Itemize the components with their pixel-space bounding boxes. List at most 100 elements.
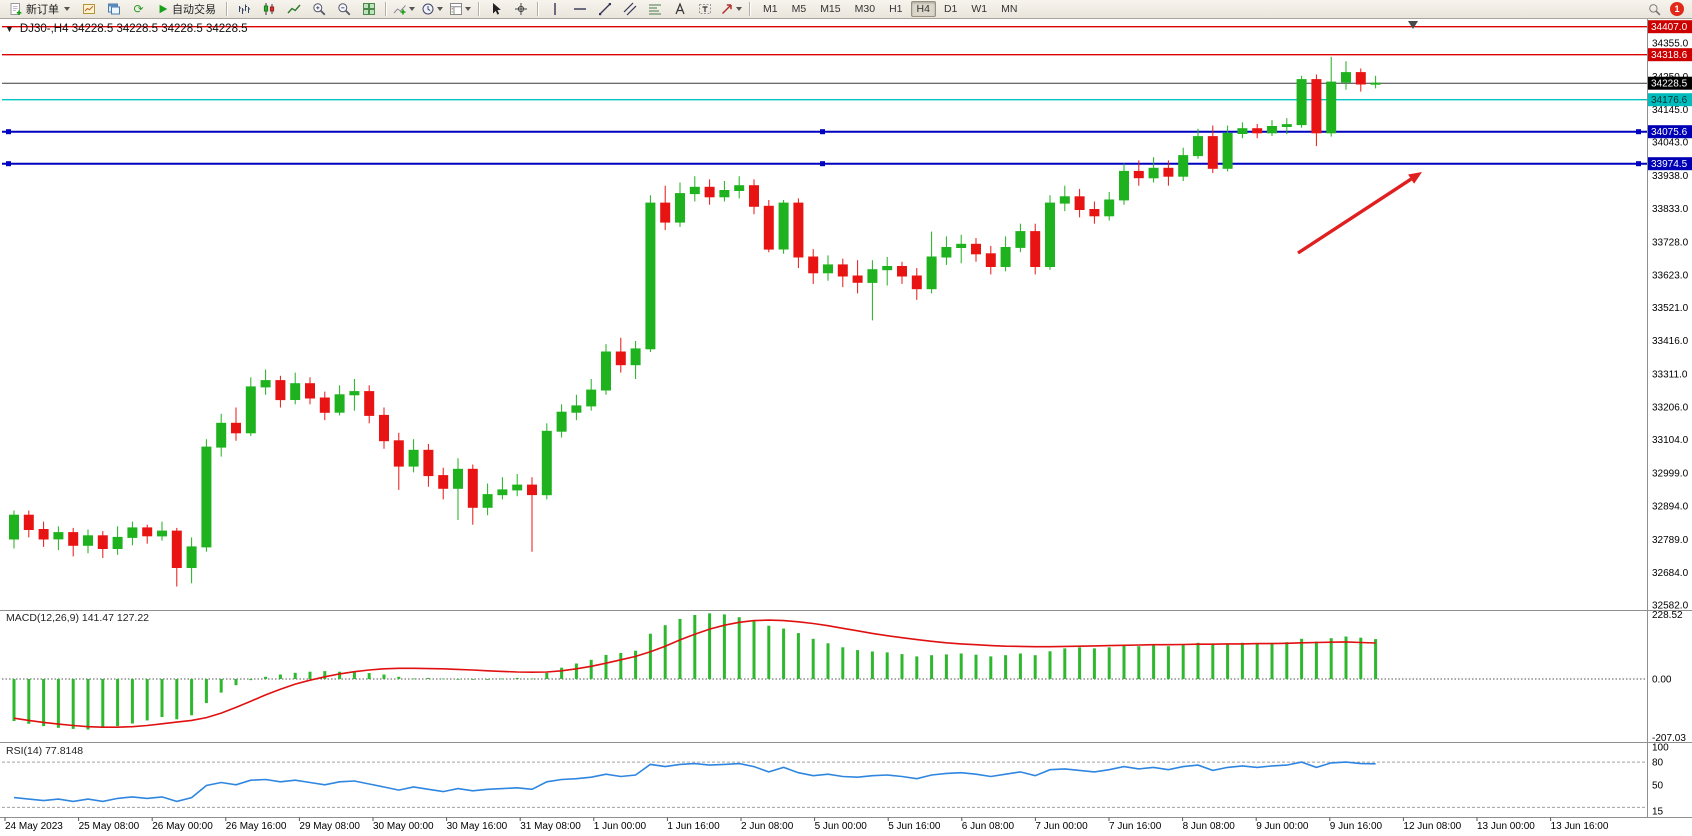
toolbar-separator bbox=[385, 2, 386, 16]
svg-text:33521.0: 33521.0 bbox=[1652, 303, 1689, 314]
svg-text:26 May 00:00: 26 May 00:00 bbox=[152, 821, 213, 832]
fibonacci-icon bbox=[648, 4, 661, 15]
price-axis[interactable]: 34355.034250.034145.034043.033938.033833… bbox=[1652, 39, 1689, 612]
refresh-button[interactable]: ⟳ bbox=[127, 0, 150, 19]
indicators-button[interactable] bbox=[391, 0, 417, 19]
svg-text:33416.0: 33416.0 bbox=[1652, 336, 1689, 347]
svg-text:25 May 08:00: 25 May 08:00 bbox=[79, 821, 140, 832]
templates-icon bbox=[450, 3, 462, 15]
svg-text:5 Jun 16:00: 5 Jun 16:00 bbox=[888, 821, 941, 832]
new-order-button[interactable]: 新订单 bbox=[4, 0, 75, 19]
arrow-annotation[interactable] bbox=[1297, 172, 1422, 255]
symbol-info: ▼ DJ30-,H4 34228.5 34228.5 34228.5 34228… bbox=[5, 23, 248, 35]
rsi-axis[interactable]: 100 80 50 15 bbox=[1652, 743, 1669, 818]
search-icon bbox=[1649, 3, 1661, 15]
chevron-down-icon bbox=[64, 7, 70, 11]
toolbar-separator bbox=[478, 2, 479, 16]
svg-text:33104.0: 33104.0 bbox=[1652, 435, 1689, 446]
timeframe-m1[interactable]: M1 bbox=[763, 3, 778, 15]
hline-price-tag bbox=[1648, 20, 1692, 34]
svg-text:12 Jun 08:00: 12 Jun 08:00 bbox=[1403, 821, 1461, 832]
timeframe-mn[interactable]: MN bbox=[1001, 3, 1018, 15]
trendline-tool[interactable] bbox=[593, 0, 616, 19]
tile-windows-button[interactable] bbox=[357, 0, 380, 19]
vertical-line-tool[interactable] bbox=[543, 0, 566, 19]
timeframe-h1[interactable]: H1 bbox=[889, 3, 903, 15]
svg-text:34145.0: 34145.0 bbox=[1652, 105, 1689, 116]
periods-button[interactable] bbox=[419, 0, 445, 19]
time-axis[interactable]: 24 May 2023 25 May 08:00 26 May 00:00 26 Ma… bbox=[4, 817, 1609, 833]
cursor-button[interactable] bbox=[484, 0, 507, 19]
svg-text:8 Jun 08:00: 8 Jun 08:00 bbox=[1183, 821, 1236, 832]
timeframe-m15[interactable]: M15 bbox=[820, 3, 841, 15]
horizontal-line-icon bbox=[573, 8, 586, 10]
market-watch-button[interactable] bbox=[77, 0, 100, 19]
new-order-label: 新订单 bbox=[26, 4, 59, 16]
market-watch-icon bbox=[82, 4, 95, 14]
arrows-shapes-tool[interactable] bbox=[718, 0, 744, 19]
svg-text:1 Jun 16:00: 1 Jun 16:00 bbox=[667, 821, 720, 832]
svg-text:33974.5: 33974.5 bbox=[1651, 159, 1688, 170]
svg-text:34355.0: 34355.0 bbox=[1652, 39, 1689, 50]
svg-text:34318.6: 34318.6 bbox=[1651, 50, 1688, 61]
candlestick-button[interactable] bbox=[257, 0, 280, 19]
macd-label: MACD(12,26,9) 141.47 127.22 bbox=[6, 612, 150, 624]
timeframe-w1[interactable]: W1 bbox=[971, 3, 988, 15]
svg-text:-207.03: -207.03 bbox=[1652, 733, 1686, 744]
notification-badge[interactable]: 1 bbox=[1670, 2, 1684, 16]
macd-panel bbox=[2, 613, 1647, 730]
macd-signal-line bbox=[13, 619, 1376, 729]
data-window-icon bbox=[107, 3, 120, 15]
hline-price-tag bbox=[1648, 93, 1692, 107]
line-handle bbox=[820, 161, 825, 167]
timeframe-h4[interactable]: H4 bbox=[910, 1, 936, 17]
line-handle bbox=[6, 161, 11, 167]
svg-text:9 Jun 16:00: 9 Jun 16:00 bbox=[1330, 821, 1383, 832]
autotrading-play-icon bbox=[159, 4, 168, 14]
search-button[interactable] bbox=[1643, 0, 1666, 19]
svg-text:5 Jun 00:00: 5 Jun 00:00 bbox=[815, 821, 868, 832]
indicators-icon bbox=[393, 5, 406, 15]
templates-button[interactable] bbox=[447, 0, 473, 19]
svg-text:50: 50 bbox=[1652, 780, 1664, 791]
line-handle bbox=[1636, 129, 1641, 135]
channel-tool[interactable] bbox=[618, 0, 641, 19]
crosshair-button[interactable] bbox=[509, 0, 532, 19]
timeframe-d1[interactable]: D1 bbox=[943, 3, 958, 15]
line-handle bbox=[6, 129, 11, 135]
timeframe-m30[interactable]: M30 bbox=[854, 3, 876, 15]
symbol-ohlc-text: DJ30-,H4 34228.5 34228.5 34228.5 34228.5 bbox=[19, 23, 248, 35]
channel-icon bbox=[623, 2, 636, 16]
bar-chart-button[interactable] bbox=[232, 0, 255, 19]
periods-clock-icon bbox=[422, 3, 434, 15]
chart-shift-marker[interactable] bbox=[1408, 21, 1418, 29]
hline-price-tag bbox=[1648, 48, 1692, 62]
zoom-out-button[interactable] bbox=[332, 0, 355, 19]
svg-text:80: 80 bbox=[1652, 758, 1664, 769]
svg-text:7 Jun 00:00: 7 Jun 00:00 bbox=[1035, 821, 1088, 832]
arrows-shapes-icon bbox=[721, 4, 732, 15]
text-label-tool[interactable] bbox=[693, 0, 716, 19]
zoom-in-button[interactable] bbox=[307, 0, 330, 19]
timeframe-group: M1 M5 M15 M30 H1 H4 D1 W1 MN bbox=[757, 1, 1023, 17]
data-window-button[interactable] bbox=[102, 0, 125, 19]
line-chart-button[interactable] bbox=[282, 0, 305, 19]
svg-text:32999.0: 32999.0 bbox=[1652, 468, 1689, 479]
svg-text:32789.0: 32789.0 bbox=[1652, 535, 1689, 546]
hline-price-tag bbox=[1648, 125, 1692, 139]
svg-text:32582.0: 32582.0 bbox=[1652, 600, 1689, 611]
one-click-trading-toggle[interactable]: ▼ bbox=[5, 24, 14, 34]
autotrading-button[interactable]: 自动交易 bbox=[152, 0, 221, 19]
svg-text:6 Jun 08:00: 6 Jun 08:00 bbox=[962, 821, 1015, 832]
svg-text:32684.0: 32684.0 bbox=[1652, 568, 1689, 579]
horizontal-line-tool[interactable] bbox=[568, 0, 591, 19]
svg-text:29 May 08:00: 29 May 08:00 bbox=[299, 821, 360, 832]
chevron-down-icon bbox=[736, 7, 742, 11]
macd-axis[interactable]: 228.52 0.00 -207.03 bbox=[1652, 610, 1686, 744]
timeframe-m5[interactable]: M5 bbox=[791, 3, 807, 15]
text-tool[interactable] bbox=[668, 0, 691, 19]
fibonacci-tool[interactable] bbox=[643, 0, 666, 19]
svg-text:34228.5: 34228.5 bbox=[1651, 79, 1688, 90]
